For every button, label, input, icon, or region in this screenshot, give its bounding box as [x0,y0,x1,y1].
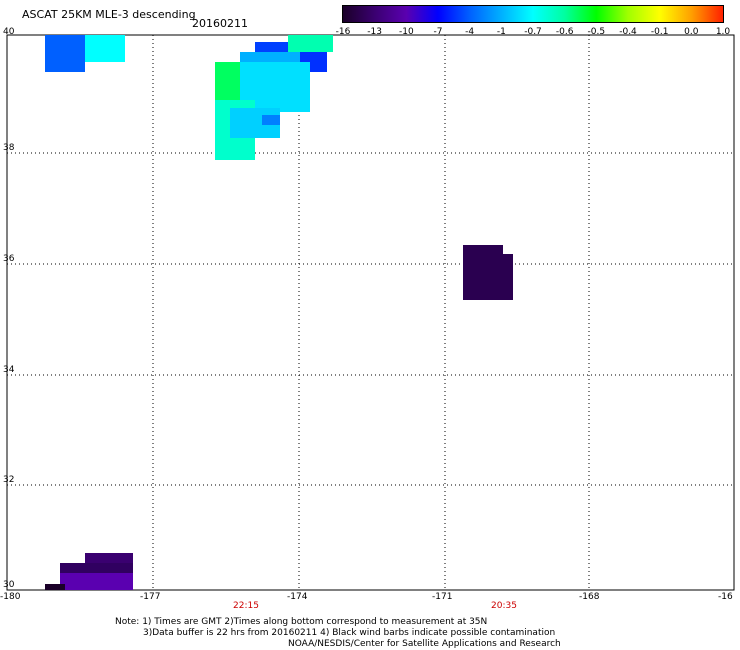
colorbar-label: -0.6 [555,27,574,37]
note-line-1: Note: 1) Times are GMT 2)Times along bot… [115,617,488,627]
colorbar-label: -16 [335,27,351,37]
wind-data-cell [60,563,133,573]
wind-data-cell [240,52,300,62]
map-date: 20160211 [192,17,248,30]
lat-tick-label: 30 [3,580,15,590]
map-frame [6,34,735,591]
wind-data-cell [85,553,133,563]
colorbar [342,5,724,23]
lon-tick-label: -168 [579,592,600,602]
colorbar-label: -7 [433,27,443,37]
lon-tick-label: -16 [718,592,733,602]
wind-data-cell [45,584,65,590]
note-line-2: 3)Data buffer is 22 hrs from 20160211 4)… [143,628,556,638]
colorbar-label: -10 [398,27,414,37]
lon-tick-label: -177 [140,592,161,602]
colorbar-label: -1 [496,27,506,37]
colorbar-label: -13 [367,27,383,37]
lat-tick-label: 36 [3,254,15,264]
lon-tick-label: -180 [0,592,21,602]
colorbar-label: -0.5 [587,27,606,37]
wind-data-cell [463,254,513,300]
lon-tick-label: -174 [287,592,308,602]
map-title: ASCAT 25KM MLE-3 descending [22,8,196,21]
lat-tick-label: 40 [3,27,15,37]
colorbar-label: 0.0 [684,27,699,37]
lat-tick-label: 38 [3,143,15,153]
time-label-1: 22:15 [233,601,259,611]
wind-data-cell [45,35,85,72]
lon-tick-label: -171 [432,592,453,602]
colorbar-label: -0.4 [619,27,637,37]
wind-data-cell [255,42,300,52]
note-line-3: NOAA/NESDIS/Center for Satellite Applica… [288,639,561,649]
wind-data-cell [262,115,280,125]
time-label-2: 20:35 [491,601,517,611]
lat-tick-label: 32 [3,475,15,485]
lat-tick-label: 34 [3,365,15,375]
colorbar-label: 1.0 [715,27,731,37]
wind-data-cell [60,573,133,590]
wind-data-cell [288,35,333,52]
colorbar-label: -0.1 [650,27,669,37]
wind-data-cell [85,35,125,62]
colorbar-label: -4 [465,27,475,37]
colorbar-label: -0.7 [524,27,542,37]
